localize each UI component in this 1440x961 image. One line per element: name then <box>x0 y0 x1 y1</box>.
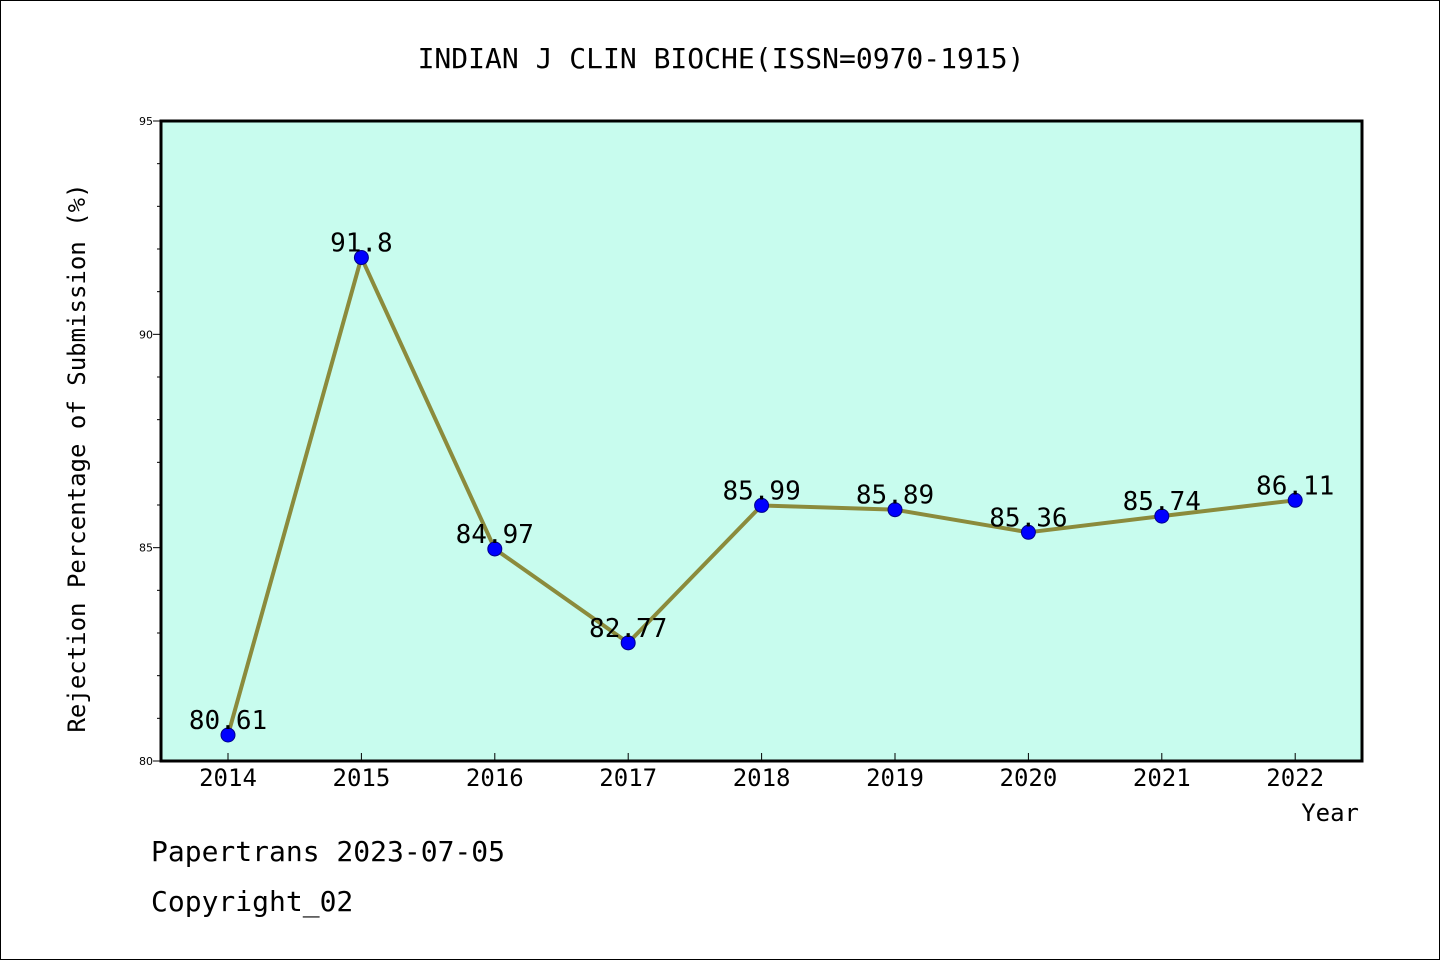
x-tick-label: 2022 <box>1266 764 1324 792</box>
data-label: 86.11 <box>1256 471 1334 501</box>
x-tick-label: 2021 <box>1133 764 1191 792</box>
x-tick-label: 2014 <box>199 764 257 792</box>
data-labels: 80.61 91.8 84.97 82.77 85.99 85.89 85.36 85.74 8… <box>189 229 1334 736</box>
data-point <box>754 497 770 513</box>
data-label: 85.36 <box>989 503 1067 533</box>
source-note: Papertrans 2023-07-05 <box>151 835 506 868</box>
data-point <box>887 502 903 518</box>
chart-title: INDIAN J CLIN BIOCHE(ISSN=0970-1915) <box>418 42 1025 75</box>
data-point <box>620 635 636 651</box>
plot-area <box>159 119 1364 763</box>
x-tick-label: 2018 <box>733 764 791 792</box>
y-tick-label: 80 <box>139 755 153 768</box>
data-point <box>353 250 369 266</box>
y-minor-ticks <box>157 163 161 719</box>
data-label: 91.8 <box>330 229 393 259</box>
y-axis-label: Rejection Percentage of Submission (%) <box>63 183 91 732</box>
data-label: 80.61 <box>189 706 267 736</box>
data-label: 84.97 <box>456 520 534 550</box>
data-label: 85.74 <box>1123 487 1201 517</box>
data-point <box>1020 524 1036 540</box>
data-label: 85.89 <box>856 481 934 511</box>
y-axis-ticks: 80 85 90 95 <box>139 115 161 768</box>
x-axis-label: Year <box>1301 799 1359 827</box>
data-point <box>1154 508 1170 524</box>
x-tick-label: 2019 <box>866 764 924 792</box>
data-point <box>487 541 503 557</box>
data-label: 85.99 <box>722 476 800 506</box>
y-tick-label: 85 <box>139 542 153 555</box>
x-tick-label: 2017 <box>599 764 657 792</box>
x-tick-label: 2020 <box>1000 764 1058 792</box>
y-tick-label: 95 <box>139 115 153 128</box>
x-tick-label: 2015 <box>333 764 391 792</box>
data-point <box>220 727 236 743</box>
x-tick-label: 2016 <box>466 764 524 792</box>
x-axis-ticks: 2014 2015 2016 2017 2018 2019 2020 2021 2022 <box>199 753 1324 792</box>
series-markers <box>220 250 1303 743</box>
y-tick-label: 90 <box>139 328 153 341</box>
copyright-note: Copyright_02 <box>151 885 354 918</box>
data-point <box>1287 492 1303 508</box>
data-label: 82.77 <box>589 614 667 644</box>
